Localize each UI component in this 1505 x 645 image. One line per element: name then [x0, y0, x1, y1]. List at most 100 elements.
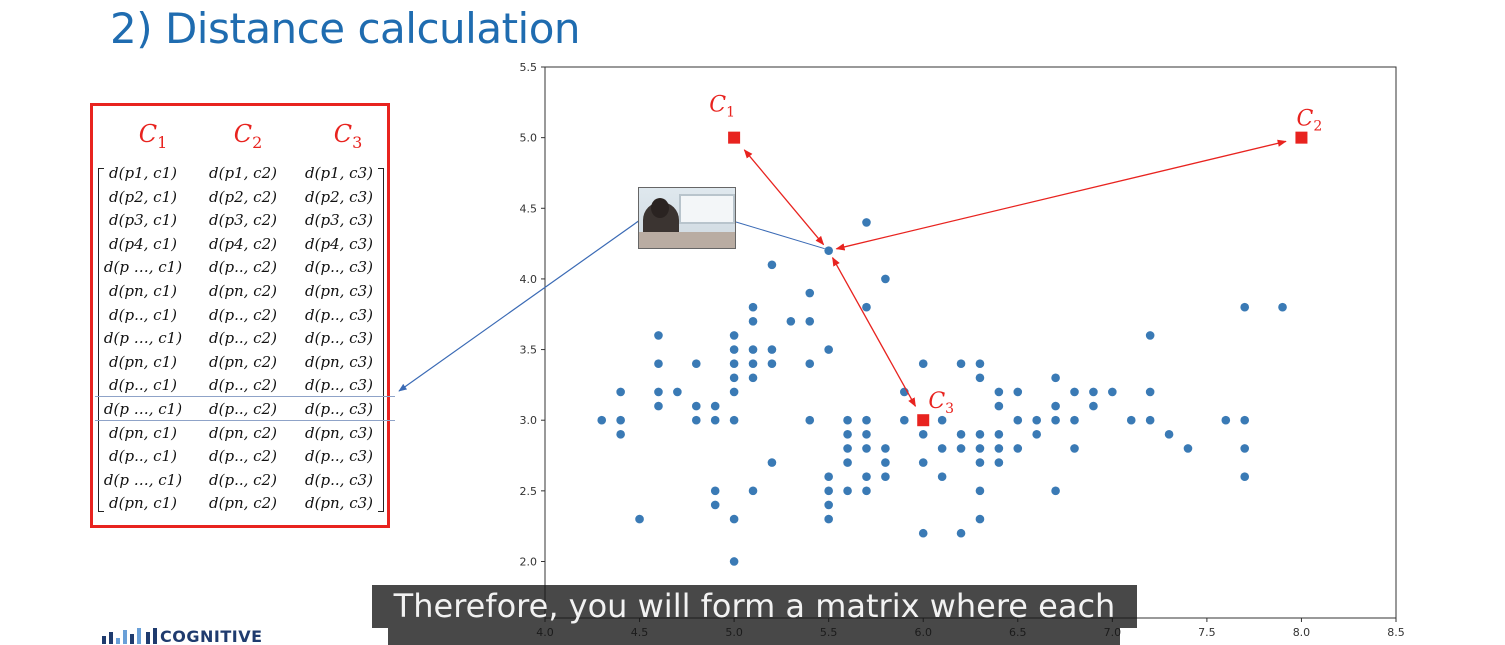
data-point: [975, 444, 985, 453]
data-point: [748, 302, 758, 312]
matrix-cell: d(pn, c1): [108, 282, 178, 300]
matrix-cell: d(p1, c3): [305, 164, 373, 182]
data-point: [824, 514, 833, 524]
data-point: [956, 430, 966, 439]
data-point: [1070, 415, 1079, 425]
data-point: [824, 472, 833, 482]
data-point: [994, 387, 1004, 397]
data-point: [616, 415, 625, 425]
matrix-cell: d(p.., c3): [305, 329, 373, 348]
matrix-cell: d(p.., c3): [305, 470, 373, 489]
presenter-video-thumbnail[interactable]: [638, 187, 736, 249]
matrix-row: d(p …, c1) d(p.., c2) d(p.., c3): [93, 329, 387, 353]
data-point: [767, 260, 777, 270]
data-point: [843, 430, 852, 439]
centroid-marker: [728, 131, 741, 144]
matrix-cell: d(pn, c2): [208, 423, 278, 442]
matrix-cell: d(p …, c1): [103, 400, 183, 418]
matrix-cell: d(p.., c1): [109, 376, 177, 395]
matrix-cell: d(p.., c3): [305, 258, 373, 277]
y-tick-label: 4.0: [520, 273, 538, 286]
y-tick-label: 2.0: [520, 555, 538, 568]
centroid-label: C1: [709, 93, 735, 121]
matrix-highlight-line-bottom: [95, 420, 395, 421]
matrix-cell: d(p …, c1): [103, 329, 183, 348]
y-tick-label: 3.0: [520, 414, 538, 427]
data-point: [881, 274, 890, 284]
data-point: [597, 415, 607, 425]
matrix-cell: d(p4, c2): [209, 234, 277, 253]
data-point: [729, 415, 739, 425]
data-point: [862, 415, 871, 425]
data-point: [937, 415, 947, 425]
data-point: [805, 288, 815, 298]
matrix-row: d(pn, c1) d(pn, c2) d(pn, c3): [93, 424, 387, 448]
data-point: [805, 317, 815, 326]
y-tick-label: 5.0: [520, 132, 538, 145]
data-point: [1240, 415, 1250, 425]
data-point: [1070, 387, 1079, 397]
data-point: [805, 359, 815, 368]
data-point: [1051, 486, 1060, 496]
matrix-cell: d(p …, c1): [103, 470, 183, 489]
y-tick-label: 2.5: [520, 485, 538, 498]
data-point: [1089, 387, 1098, 397]
data-point: [862, 430, 871, 439]
data-point: [616, 430, 625, 439]
data-point: [710, 415, 720, 425]
video-caption: Therefore, you will form a matrix where …: [372, 585, 1137, 628]
data-point: [824, 345, 833, 354]
logo-text: COGNITIVE: [160, 628, 263, 645]
data-point: [729, 359, 739, 368]
distance-arrow: [835, 139, 1287, 251]
data-point: [1051, 373, 1060, 383]
data-point: [767, 345, 777, 354]
plot-frame: [544, 66, 1397, 619]
data-point: [1032, 430, 1041, 439]
y-tick-label: 3.5: [520, 344, 538, 357]
matrix-cell: d(p2, c1): [109, 187, 177, 206]
matrix-cell: d(p4, c1): [109, 234, 177, 253]
data-point: [1240, 302, 1250, 312]
data-point: [673, 387, 682, 397]
data-point: [994, 430, 1004, 439]
matrix-header: C1 C2 C3: [93, 120, 387, 154]
data-point: [1221, 415, 1231, 425]
cognitive-logo: COGNITIVE: [102, 628, 263, 645]
slide-title: 2) Distance calculation: [110, 4, 581, 53]
data-point: [994, 401, 1004, 411]
matrix-cell: d(p.., c3): [305, 305, 373, 324]
data-point: [1013, 387, 1023, 397]
data-point: [918, 359, 928, 368]
matrix-cell: d(p.., c2): [209, 400, 277, 418]
x-tick-label: 7.5: [1198, 626, 1216, 639]
data-point: [975, 458, 985, 467]
data-point: [862, 444, 871, 453]
data-point: [710, 486, 720, 496]
matrix-cell: d(p.., c2): [209, 258, 277, 277]
matrix-cell: d(p1, c2): [209, 164, 277, 182]
data-point: [748, 359, 758, 368]
matrix-cell: d(pn, c2): [208, 282, 278, 300]
data-point: [956, 359, 966, 368]
data-point: [729, 514, 739, 524]
matrix-row: d(pn, c1) d(pn, c2) d(pn, c3): [93, 282, 387, 306]
logo-mark-icon: [102, 628, 160, 644]
data-point: [1108, 387, 1117, 397]
thumbnail-head: [651, 198, 669, 218]
data-point: [729, 387, 739, 397]
data-point: [956, 444, 966, 453]
matrix-cell: d(p.., c1): [109, 305, 177, 324]
matrix-cell: d(p1, c1): [109, 164, 177, 182]
data-point: [1145, 387, 1155, 397]
distance-arrow: [831, 256, 916, 408]
data-point: [862, 486, 871, 496]
thumbnail-window: [679, 194, 735, 224]
matrix-cell: d(p3, c2): [209, 211, 277, 230]
data-point: [975, 486, 985, 496]
data-point: [881, 444, 890, 453]
matrix-cell: d(p4, c3): [305, 234, 373, 253]
data-point: [881, 458, 890, 467]
x-tick-label: 8.0: [1293, 626, 1311, 639]
matrix-cell: d(p.., c2): [209, 447, 277, 466]
